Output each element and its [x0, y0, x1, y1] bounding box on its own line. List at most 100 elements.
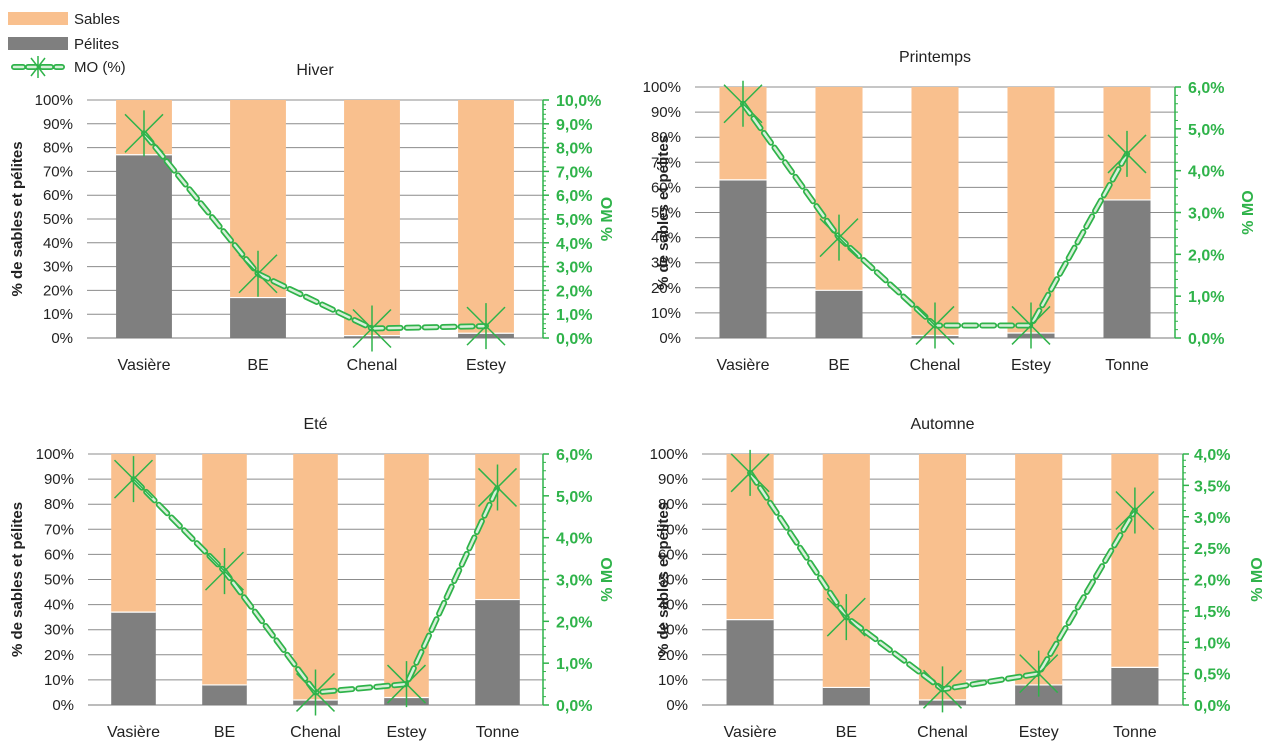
bar-sables [344, 100, 400, 336]
x-tick-label: BE [828, 357, 849, 374]
y2-tick-label: 2,0% [1188, 247, 1224, 264]
mo-marker [466, 303, 506, 350]
y-axis-title: % de sables et pélites [9, 141, 26, 296]
y2-tick-label: 1,0% [556, 307, 592, 324]
y-tick-label: 30% [44, 622, 74, 639]
legend-mo-swatch [11, 56, 65, 78]
y2-tick-label: 8,0% [556, 141, 592, 158]
mo-marker [1011, 302, 1051, 349]
legend-pelites-label: Pélites [74, 36, 119, 53]
mo-marker [723, 80, 763, 127]
y2-tick-label: 3,0% [1188, 206, 1224, 223]
y-tick-label: 80% [658, 496, 688, 513]
y2-tick-label: 4,0% [556, 531, 592, 548]
chart-title: Printemps [899, 49, 971, 66]
x-tick-label: BE [247, 357, 268, 374]
legend-sables-swatch [8, 12, 68, 25]
mo-marker [124, 110, 164, 157]
x-tick-label: Vasière [716, 357, 769, 374]
y-tick-label: 100% [35, 92, 73, 109]
y2-tick-label: 6,0% [556, 188, 592, 205]
y2-tick-label: 3,5% [1194, 478, 1230, 495]
x-tick-label: BE [836, 724, 857, 741]
y-tick-label: 60% [651, 179, 681, 196]
y-tick-label: 70% [651, 154, 681, 171]
y-tick-label: 50% [651, 205, 681, 222]
y2-tick-label: 1,0% [1194, 635, 1230, 652]
y-tick-label: 60% [658, 546, 688, 563]
x-tick-label: Estey [1011, 357, 1051, 374]
y2-tick-label: 4,0% [1194, 447, 1230, 464]
y2-tick-label: 2,0% [556, 614, 592, 631]
chart-3: Eté 0% 10% 20% 30% 40% 50% 60% 70% 80% 90% 100% Vasi… [9, 416, 616, 741]
y-tick-label: 60% [44, 546, 74, 563]
x-tick-label: BE [214, 724, 235, 741]
bar-sables [822, 454, 870, 688]
y-tick-label: 40% [43, 235, 73, 252]
y-tick-label: 70% [44, 521, 74, 538]
y-tick-label: 90% [43, 116, 73, 133]
y2-axis-title: % MO [1249, 557, 1266, 601]
mo-marker [352, 305, 392, 352]
y2-tick-label: 7,0% [556, 164, 592, 181]
y-tick-label: 10% [44, 672, 74, 689]
legend: Sables Pélites MO (%) [8, 11, 126, 78]
x-tick-label: Estey [386, 724, 426, 741]
mo-marker [819, 214, 859, 261]
chart-2: Printemps 0% 10% 20% 30% 40% 50% 60% 70% 80% 90% 10… [643, 49, 1257, 374]
mo-marker [826, 594, 866, 641]
y-tick-label: 90% [658, 471, 688, 488]
y-axis-title: % de sables et pélites [9, 502, 26, 657]
y-tick-label: 50% [658, 572, 688, 589]
bar-sables [458, 100, 514, 334]
y2-tick-label: 4,0% [1188, 164, 1224, 181]
y2-tick-label: 5,0% [556, 489, 592, 506]
y2-tick-label: 6,0% [556, 447, 592, 464]
x-tick-label: Vasière [724, 724, 777, 741]
y-tick-label: 10% [651, 305, 681, 322]
bar-sables [911, 87, 959, 336]
y2-tick-label: 1,5% [1194, 604, 1230, 621]
mo-marker [295, 669, 336, 716]
mo-marker [915, 302, 955, 349]
y2-tick-label: 10,0% [556, 93, 601, 110]
x-tick-label: Estey [1019, 724, 1059, 741]
chart-4: Automne 0% 10% 20% 30% 40% 50% 60% 70% 80% 90% 100%… [650, 416, 1266, 741]
y2-tick-label: 0,0% [556, 331, 592, 348]
mo-marker [922, 666, 963, 713]
y-tick-label: 0% [52, 697, 74, 714]
y-tick-label: 100% [643, 79, 681, 96]
mo-marker [113, 456, 154, 503]
y2-axis-title: % MO [599, 197, 616, 241]
y-tick-label: 50% [43, 211, 73, 228]
y2-axis-title: % MO [1240, 190, 1257, 234]
x-tick-label: Vasière [107, 724, 160, 741]
y-tick-label: 20% [44, 647, 74, 664]
mo-marker [730, 449, 770, 496]
y-axis-title: % de sables et pélites [655, 135, 672, 290]
y-tick-label: 40% [658, 597, 688, 614]
bar-sables [384, 454, 429, 698]
bar-sables [918, 454, 967, 700]
y2-tick-label: 5,0% [1188, 122, 1224, 139]
bar-pelites [726, 619, 774, 705]
y-tick-label: 10% [43, 306, 73, 323]
bar-pelites [116, 154, 172, 338]
y-tick-label: 0% [666, 697, 688, 714]
x-tick-label: Tonne [1113, 724, 1157, 741]
y2-tick-label: 0,5% [1194, 667, 1230, 684]
y-tick-label: 50% [44, 572, 74, 589]
y2-tick-label: 0,0% [556, 698, 592, 715]
y-tick-label: 30% [43, 259, 73, 276]
x-tick-label: Tonne [1105, 357, 1149, 374]
y-tick-label: 20% [658, 647, 688, 664]
y2-tick-label: 3,0% [556, 260, 592, 277]
y-tick-label: 0% [51, 330, 73, 347]
y2-tick-label: 1,0% [1188, 289, 1224, 306]
x-tick-label: Estey [466, 357, 506, 374]
y2-tick-label: 2,0% [556, 283, 592, 300]
x-tick-label: Chenal [347, 357, 398, 374]
bar-pelites [230, 297, 286, 338]
bar-pelites [822, 687, 870, 705]
